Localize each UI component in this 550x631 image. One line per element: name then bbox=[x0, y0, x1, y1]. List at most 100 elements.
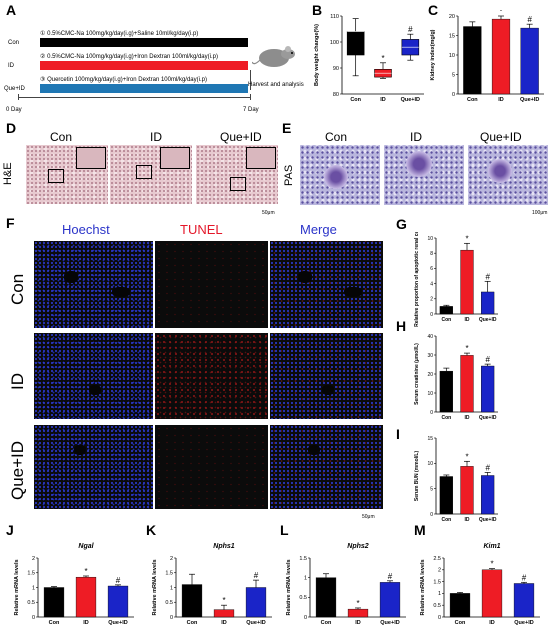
significance-mark-c: * bbox=[499, 10, 502, 16]
group-label-con: Con bbox=[8, 40, 20, 46]
y-tick-label-k: 1 bbox=[170, 585, 173, 591]
timeline-axis bbox=[18, 97, 250, 98]
y-tick-label-h: 20 bbox=[427, 372, 433, 378]
body-weight-change-chart: Body weight change(%) 80 90 100 110 Con ID * Que… bbox=[314, 14, 424, 103]
mouse-icon bbox=[252, 46, 295, 67]
significance-mark-h: # bbox=[485, 355, 490, 364]
y-tick-label-j: 1.5 bbox=[27, 571, 35, 577]
significance-mark-g: # bbox=[485, 272, 490, 281]
x-tick-label-l: Que+ID bbox=[380, 620, 399, 626]
x-tick-label-h: Que+ID bbox=[479, 415, 497, 421]
bar-h bbox=[439, 370, 453, 413]
harvest-arrow bbox=[250, 70, 251, 90]
y-tick-label-k: 0 bbox=[170, 615, 173, 621]
bar-l bbox=[347, 608, 369, 618]
bar-g bbox=[439, 306, 453, 315]
x-tick-label-b: Con bbox=[350, 97, 361, 103]
x-tick-label-i: Con bbox=[441, 517, 451, 523]
protocol-2-text: ② 0.5%CMC-Na 100mg/kg/day(i.g)+Iron Dext… bbox=[40, 54, 218, 60]
serum-bun-chart: Serum BUN (mmol/L) 0 5 10 15 Con ID * Que+ID # bbox=[414, 436, 498, 523]
y-tick-label-c: 15 bbox=[449, 33, 455, 39]
panel-label-l: L bbox=[280, 522, 289, 538]
tunel-row-id: ID bbox=[8, 373, 27, 390]
y-tick-label-h: 30 bbox=[427, 353, 433, 359]
bar-c bbox=[520, 27, 539, 95]
harvest-label: Harvest and analysis bbox=[248, 82, 304, 88]
kidney-index-chart: Kidney index(mg/g) 0 5 10 15 20 Con ID * Que+ID # bbox=[430, 10, 544, 103]
y-tick-label-l: 0.5 bbox=[299, 595, 307, 601]
he-image-que-id bbox=[196, 145, 278, 204]
x-tick-label-c: Que+ID bbox=[520, 97, 539, 103]
bar-j bbox=[107, 585, 129, 618]
bar-l bbox=[315, 577, 337, 618]
timeline-tick-start bbox=[18, 94, 19, 100]
y-tick-label-b: 90 bbox=[333, 66, 339, 72]
significance-mark-l: # bbox=[388, 572, 393, 581]
y-tick-label-m: 1.5 bbox=[433, 579, 441, 585]
y-tick-label-g: 4 bbox=[430, 281, 433, 287]
panel-label-g: G bbox=[396, 216, 407, 232]
bar-k bbox=[181, 584, 203, 618]
y-tick-label-h: 0 bbox=[430, 410, 433, 416]
bar-j bbox=[75, 576, 97, 618]
y-tick-label-h: 10 bbox=[427, 391, 433, 397]
tunel-image-id bbox=[155, 333, 268, 419]
significance-mark-i: * bbox=[465, 452, 468, 461]
x-tick-label-g: Que+ID bbox=[479, 317, 497, 323]
y-tick-label-j: 0.5 bbox=[27, 600, 35, 606]
he-stain-label: H&E bbox=[2, 162, 14, 185]
significance-mark-b: # bbox=[408, 25, 413, 34]
pas-scale-label: 100μm bbox=[532, 210, 548, 216]
y-tick-label-k: 1.5 bbox=[165, 571, 173, 577]
apoptotic-cells-chart: Relative proportion of apoptotic renal c… bbox=[414, 232, 498, 327]
bar-c bbox=[491, 18, 511, 95]
significance-mark-m: * bbox=[490, 560, 493, 569]
x-tick-label-m: ID bbox=[489, 620, 495, 626]
x-tick-label-j: Que+ID bbox=[108, 620, 127, 626]
pas-stain-label: PAS bbox=[283, 164, 295, 186]
y-tick-label-b: 110 bbox=[330, 14, 339, 20]
panel-label-k: K bbox=[146, 522, 157, 538]
y-tick-label-m: 1 bbox=[438, 591, 441, 597]
bar-m bbox=[481, 569, 503, 618]
x-tick-label-m: Con bbox=[455, 620, 466, 626]
y-tick-label-l: 0 bbox=[304, 615, 307, 621]
y-tick-label-m: 0 bbox=[438, 615, 441, 621]
he-scale-label: 50μm bbox=[262, 210, 275, 216]
tunel-row-que-id: Que+ID bbox=[8, 440, 27, 500]
significance-mark-l: * bbox=[356, 599, 359, 608]
tunel-row-con: Con bbox=[8, 273, 27, 305]
group-label-que-id: Que+ID bbox=[4, 86, 25, 92]
tunel-image-que-id bbox=[155, 425, 268, 509]
x-tick-label-b: Que+ID bbox=[401, 97, 420, 103]
bar-g bbox=[460, 249, 474, 315]
y-tick-label-i: 15 bbox=[427, 436, 433, 442]
significance-mark-m: # bbox=[522, 573, 527, 582]
x-tick-label-c: ID bbox=[498, 97, 504, 103]
pas-col-que-id: Que+ID bbox=[480, 130, 522, 144]
protocol-1-text: ① 0.5%CMC-Na 100mg/kg/day(i.g)+Saline 10… bbox=[40, 31, 199, 37]
timeline-tick-end bbox=[250, 94, 251, 100]
x-tick-label-c: Con bbox=[467, 97, 478, 103]
hoechst-image-con bbox=[34, 241, 153, 328]
x-tick-label-k: ID bbox=[221, 620, 227, 626]
nphs1-mrna-chart: Nphs1 Relative mRNA levels 0 0.5 1 1.5 2 Con ID *… bbox=[152, 543, 272, 626]
tunel-col-merge: Merge bbox=[300, 222, 337, 237]
y-tick-label-g: 8 bbox=[430, 251, 433, 257]
x-tick-label-h: Con bbox=[441, 415, 451, 421]
timeline-bar-que-id bbox=[40, 84, 248, 93]
serum-creatinine-chart: Serum creatinine (μmol/L) 0 10 20 30 40 Con ID *… bbox=[414, 334, 498, 421]
significance-mark-j: # bbox=[116, 576, 121, 585]
y-tick-label-m: 2.5 bbox=[433, 556, 441, 562]
bar-g bbox=[481, 291, 495, 315]
x-tick-label-j: Con bbox=[49, 620, 60, 626]
y-tick-label-c: 5 bbox=[452, 72, 455, 78]
pas-col-id: ID bbox=[410, 130, 422, 144]
x-tick-label-l: Con bbox=[321, 620, 332, 626]
x-tick-label-b: ID bbox=[380, 97, 386, 103]
panel-label-f: F bbox=[6, 215, 15, 231]
pas-image-que-id bbox=[468, 145, 548, 205]
tunel-col-tunel: TUNEL bbox=[180, 222, 223, 237]
bar-k bbox=[245, 587, 267, 618]
y-tick-label-i: 5 bbox=[430, 486, 433, 492]
